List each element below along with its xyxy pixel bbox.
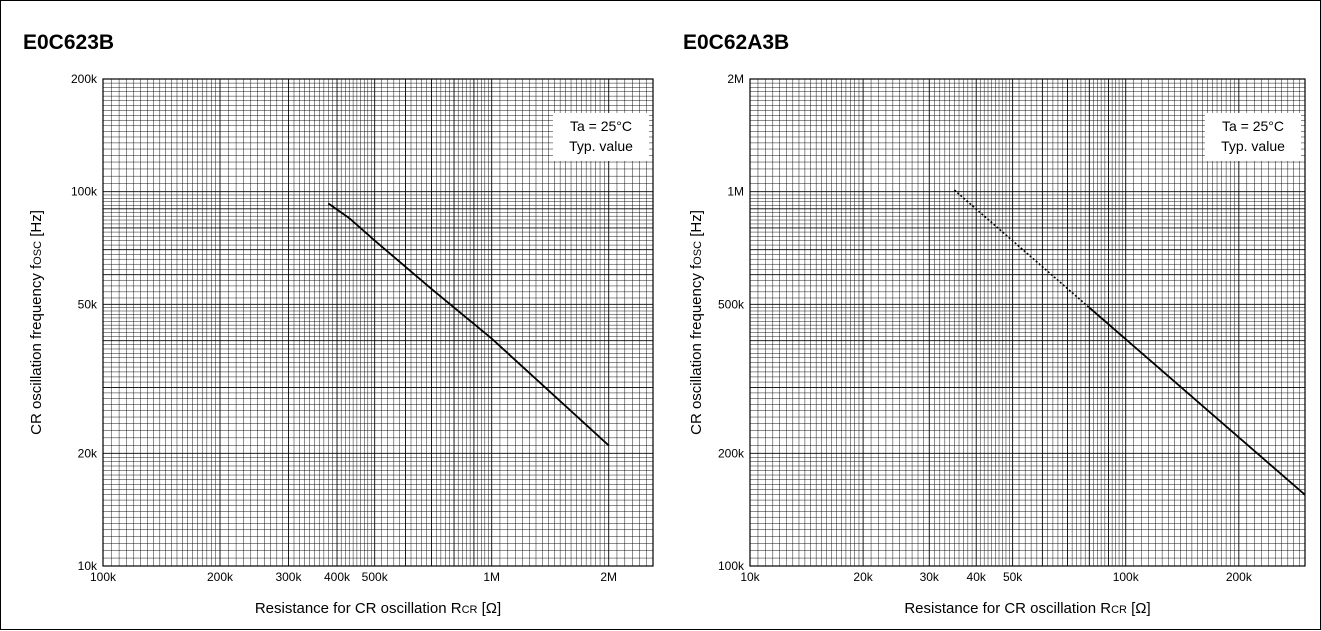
y-tick-label: 10k [78,559,98,573]
x-tick-label: 40k [967,570,987,584]
y-tick-label: 200k [718,446,745,460]
annotation-text: Ta = 25°C [1222,118,1284,134]
data-line-solid [327,202,610,447]
y-tick-label: 20k [78,446,98,460]
chart-panel-e0c623b: E0C623B 100k 200k 300k 400k 500k 1M 2M 10k 20k 50… [1,1,661,631]
x-tick-label: 50k [1003,570,1023,584]
y-tick-label: 2M [727,72,744,86]
chart-title: E0C623B [23,31,115,54]
data-line-dotted [953,189,1090,309]
x-tick-label: 300k [275,570,302,584]
plot-area-border [749,78,1306,567]
x-tick-label: 10k [740,570,760,584]
x-tick-label: 200k [1226,570,1253,584]
x-tick-label: 200k [207,570,234,584]
data-line-solid [1088,306,1306,496]
y-tick-label: 100k [718,559,745,573]
chart-e0c62a3b: 10k 20k 30k 40k 50k 100k 200k 100k 200k 500k 1M 2M R… [688,72,1306,617]
plot-area-border [102,78,654,567]
annotation-text: Ta = 25°C [570,118,632,134]
annotation-box [553,113,649,161]
chart-title: E0C62A3B [683,31,790,54]
x-tick-label: 100k [90,570,117,584]
chart-e0c623b: 100k 200k 300k 400k 500k 1M 2M 10k 20k 50k 100k 200… [28,72,654,617]
x-axis-label: Resistance for CR oscillation RCR [Ω] [904,600,1150,617]
annotation-text: Typ. value [569,138,633,154]
y-tick-label: 200k [71,72,98,86]
y-axis-label: CR oscillation frequency fOSC [Hz] [688,210,705,435]
y-tick-label: 100k [71,185,98,199]
y-tick-label: 1M [727,185,744,199]
y-axis-label: CR oscillation frequency fOSC [Hz] [28,210,45,435]
y-tick-label: 500k [718,297,745,311]
chart-panel-e0c62a3b: E0C62A3B 10k 20k 30k 40k 50k 100k 200k 100k 200k… [661,1,1321,631]
x-tick-label: 2M [600,570,617,584]
annotation-box [1205,113,1301,161]
x-tick-label: 100k [1113,570,1140,584]
annotation-text: Typ. value [1221,138,1285,154]
x-tick-label: 20k [853,570,873,584]
x-tick-label: 400k [324,570,351,584]
x-tick-label: 500k [362,570,389,584]
x-tick-label: 1M [483,570,500,584]
y-tick-label: 50k [78,297,98,311]
x-axis-label: Resistance for CR oscillation RCR [Ω] [255,600,501,617]
x-tick-label: 30k [920,570,940,584]
